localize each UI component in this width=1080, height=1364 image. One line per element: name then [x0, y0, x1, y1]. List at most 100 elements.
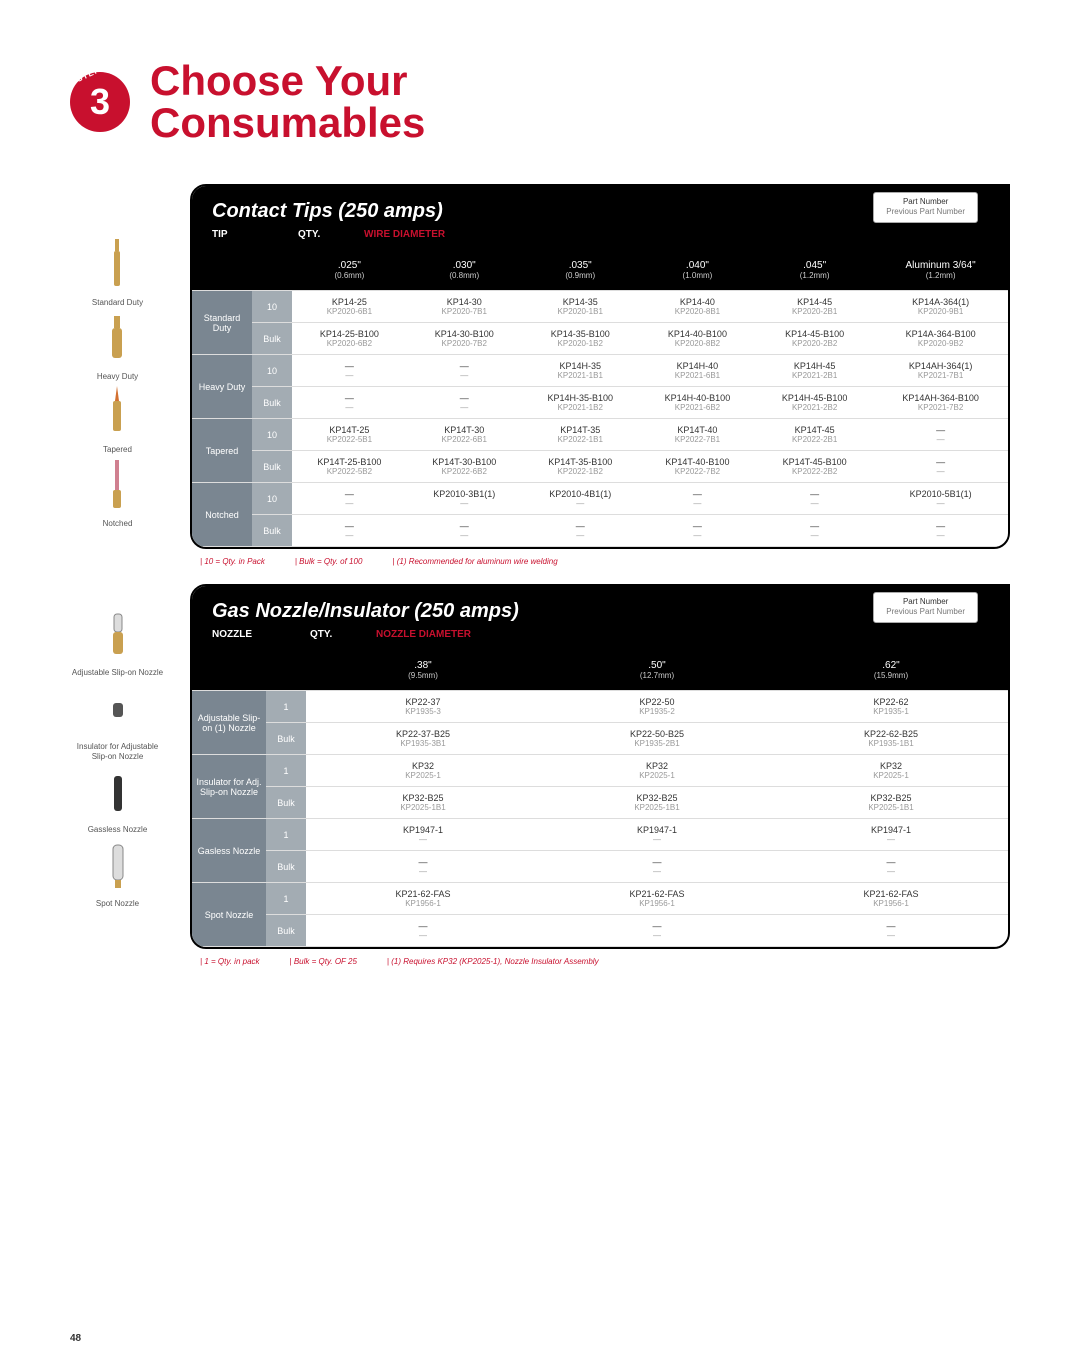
part-cell: KP14T-25KP2022-5B1 — [292, 419, 407, 451]
part-cell: KP2010-4B1(1)— — [522, 483, 639, 515]
nozzle-icon — [103, 678, 133, 738]
page-header: STEP 3 Choose Your Consumables — [70, 60, 1010, 144]
part-cell: KP14T-30KP2022-6B1 — [407, 419, 522, 451]
part-cell: —— — [873, 451, 1008, 483]
qty-label: Bulk — [252, 515, 292, 547]
part-cell: KP14-45-B100KP2020-2B2 — [756, 323, 873, 355]
part-cell: KP32-B25KP2025-1B1 — [306, 787, 540, 819]
table-row: BulkKP22-37-B25KP1935-3B1KP22-50-B25KP19… — [192, 723, 1008, 755]
part-cell: KP14AH-364(1)KP2021-7B1 — [873, 355, 1008, 387]
part-cell: —— — [292, 483, 407, 515]
part-cell: —— — [407, 355, 522, 387]
part-cell: KP22-37KP1935-3 — [306, 691, 540, 723]
table-row: Gasless Nozzle1KP1947-1—KP1947-1—KP1947-… — [192, 819, 1008, 851]
table-row: Insulator for Adj. Slip-on Nozzle1KP32KP… — [192, 755, 1008, 787]
table-row: Bulk————KP14H-35-B100KP2021-1B2KP14H-40-… — [192, 387, 1008, 419]
part-cell: KP14H-45KP2021-2B1 — [756, 355, 873, 387]
step-badge: STEP 3 — [70, 72, 130, 132]
part-cell: KP1947-1— — [306, 819, 540, 851]
part-cell: KP14H-40KP2021-6B1 — [639, 355, 756, 387]
nozzle-icon — [103, 761, 133, 821]
table-row: BulkKP14T-25-B100KP2022-5B2KP14T-30-B100… — [192, 451, 1008, 483]
part-cell: KP32-B25KP2025-1B1 — [540, 787, 774, 819]
part-cell: —— — [522, 515, 639, 547]
part-cell: KP14T-35KP2022-1B1 — [522, 419, 639, 451]
qty-label: 10 — [252, 419, 292, 451]
part-cell: KP22-62-B25KP1935-1B1 — [774, 723, 1008, 755]
tip-label: Insulator for Adj. Slip-on Nozzle — [192, 755, 266, 819]
part-cell: KP14T-40KP2022-7B1 — [639, 419, 756, 451]
part-cell: —— — [292, 515, 407, 547]
part-cell: KP21-62-FASKP1956-1 — [774, 883, 1008, 915]
qty-label: Bulk — [266, 787, 306, 819]
qty-label: Bulk — [266, 723, 306, 755]
nozzle-icon — [103, 604, 133, 664]
part-cell: KP14AH-364-B100KP2021-7B2 — [873, 387, 1008, 419]
table-title: Gas Nozzle/Insulator (250 amps) — [212, 600, 988, 623]
qty-label: Bulk — [252, 387, 292, 419]
contact-tips-notes: | 10 = Qty. in Pack | Bulk = Qty. of 100… — [190, 557, 1010, 566]
qty-label: Bulk — [252, 323, 292, 355]
part-cell: KP14H-35KP2021-1B1 — [522, 355, 639, 387]
sidebar: Standard DutyHeavy DutyTaperedNotched Ad… — [70, 184, 165, 966]
part-cell: KP14T-40-B100KP2022-7B2 — [639, 451, 756, 483]
table-row: Adjustable Slip-on (1) Nozzle1KP22-37KP1… — [192, 691, 1008, 723]
table-row: Bulk———————————— — [192, 515, 1008, 547]
tip-label: Gasless Nozzle — [192, 819, 266, 883]
part-cell: KP14-30KP2020-7B1 — [407, 291, 522, 323]
part-cell: KP14T-45-B100KP2022-2B2 — [756, 451, 873, 483]
sidebar-tip-item: Heavy Duty — [92, 308, 143, 382]
table-row: Standard Duty10KP14-25KP2020-6B1KP14-30K… — [192, 291, 1008, 323]
part-cell: KP14-45KP2020-2B1 — [756, 291, 873, 323]
part-cell: KP14T-45KP2022-2B1 — [756, 419, 873, 451]
part-cell: KP22-50-B25KP1935-2B1 — [540, 723, 774, 755]
tip-label: Standard Duty — [192, 291, 252, 355]
part-cell: KP14H-35-B100KP2021-1B2 — [522, 387, 639, 419]
part-cell: KP32KP2025-1 — [306, 755, 540, 787]
qty-label: 10 — [252, 291, 292, 323]
part-cell: KP32KP2025-1 — [540, 755, 774, 787]
sidebar-nozzle-item: Adjustable Slip-on Nozzle — [70, 604, 165, 678]
part-cell: —— — [407, 387, 522, 419]
tip-icon — [102, 381, 132, 441]
qty-label: 10 — [252, 483, 292, 515]
tip-icon — [102, 308, 132, 368]
sidebar-nozzle-item: Gassless Nozzle — [70, 761, 165, 835]
part-cell: KP14T-35-B100KP2022-1B2 — [522, 451, 639, 483]
part-cell: KP14T-25-B100KP2022-5B2 — [292, 451, 407, 483]
sidebar-tip-item: Notched — [92, 455, 143, 529]
part-cell: —— — [639, 515, 756, 547]
qty-label: Bulk — [252, 451, 292, 483]
qty-label: 1 — [266, 755, 306, 787]
part-cell: KP1947-1— — [774, 819, 1008, 851]
tip-label: Spot Nozzle — [192, 883, 266, 947]
part-cell: KP14-40-B100KP2020-8B2 — [639, 323, 756, 355]
part-cell: —— — [292, 355, 407, 387]
table-row: Tapered10KP14T-25KP2022-5B1KP14T-30KP202… — [192, 419, 1008, 451]
part-cell: —— — [306, 851, 540, 883]
part-cell: —— — [873, 419, 1008, 451]
part-cell: KP14-40KP2020-8B1 — [639, 291, 756, 323]
part-cell: —— — [774, 851, 1008, 883]
part-cell: —— — [292, 387, 407, 419]
tip-label: Tapered — [192, 419, 252, 483]
part-cell: KP14-30-B100KP2020-7B2 — [407, 323, 522, 355]
part-cell: KP22-62KP1935-1 — [774, 691, 1008, 723]
qty-label: 1 — [266, 883, 306, 915]
qty-label: Bulk — [266, 851, 306, 883]
part-cell: KP32-B25KP2025-1B1 — [774, 787, 1008, 819]
qty-label: 10 — [252, 355, 292, 387]
part-cell: KP32KP2025-1 — [774, 755, 1008, 787]
tip-label: Adjustable Slip-on (1) Nozzle — [192, 691, 266, 755]
part-cell: —— — [540, 915, 774, 947]
table-row: Spot Nozzle1KP21-62-FASKP1956-1KP21-62-F… — [192, 883, 1008, 915]
part-cell: KP14H-40-B100KP2021-6B2 — [639, 387, 756, 419]
gas-nozzle-table: Gas Nozzle/Insulator (250 amps) NOZZLE Q… — [190, 584, 1010, 949]
part-cell: KP14H-45-B100KP2021-2B2 — [756, 387, 873, 419]
sidebar-tip-item: Tapered — [92, 381, 143, 455]
part-cell: KP14A-364(1)KP2020-9B1 — [873, 291, 1008, 323]
part-cell: —— — [756, 515, 873, 547]
part-cell: KP22-37-B25KP1935-3B1 — [306, 723, 540, 755]
part-cell: —— — [407, 515, 522, 547]
part-cell: KP1947-1— — [540, 819, 774, 851]
